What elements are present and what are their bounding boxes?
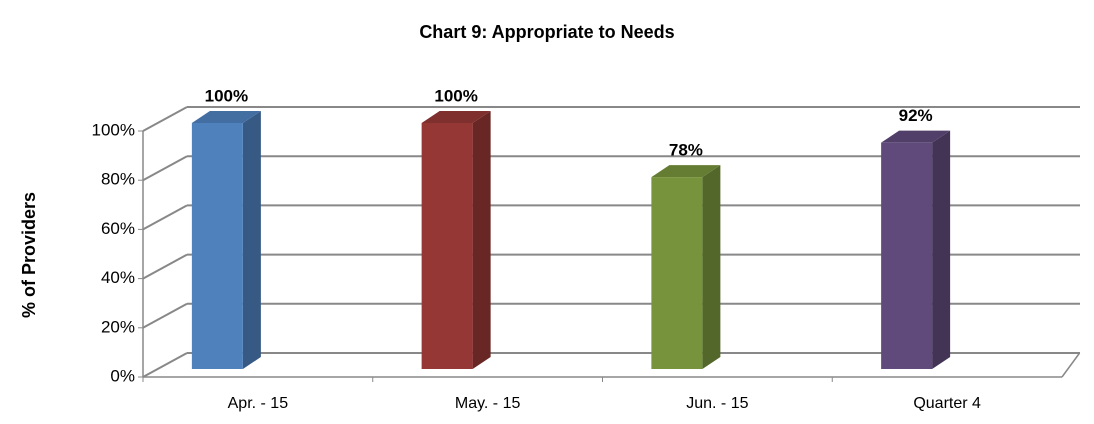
x-tick-label: Quarter 4	[913, 395, 981, 412]
x-tick-label: Jun. - 15	[686, 395, 748, 412]
grid-line-side	[142, 155, 188, 182]
grid-line-side	[142, 106, 188, 132]
bar-side	[472, 111, 491, 369]
grid-line-side	[142, 204, 188, 231]
bar-side	[932, 130, 951, 369]
value-label: 100%	[434, 86, 477, 105]
grid-line-side	[142, 253, 188, 280]
x-tick-label: May. - 15	[455, 395, 521, 412]
y-tick-label: 100%	[92, 120, 135, 139]
chart-title: Chart 9: Appropriate to Needs	[419, 22, 674, 42]
value-label: 92%	[899, 106, 933, 125]
bar-top	[421, 111, 491, 123]
bar	[191, 123, 243, 369]
bar-top	[191, 111, 261, 123]
bar-top	[651, 165, 721, 178]
y-axis-title: % of Providers	[19, 192, 39, 318]
y-tick-label: 0%	[110, 366, 135, 385]
bar	[881, 142, 933, 369]
x-tick-label: Apr. - 15	[228, 395, 289, 412]
y-tick-label: 40%	[101, 268, 135, 287]
value-label: 100%	[205, 86, 248, 105]
bar	[651, 177, 703, 369]
y-tick-label: 20%	[101, 317, 135, 336]
bar-side	[242, 111, 261, 369]
grid-line-side	[142, 302, 188, 329]
y-tick-label: 60%	[101, 219, 135, 238]
grid-line-side	[142, 352, 188, 378]
floor-right-edge	[1061, 352, 1081, 378]
value-label: 78%	[669, 141, 703, 160]
y-tick-label: 80%	[101, 170, 135, 189]
bar-side	[702, 165, 721, 369]
bar-top	[881, 130, 951, 143]
bar	[421, 123, 473, 369]
